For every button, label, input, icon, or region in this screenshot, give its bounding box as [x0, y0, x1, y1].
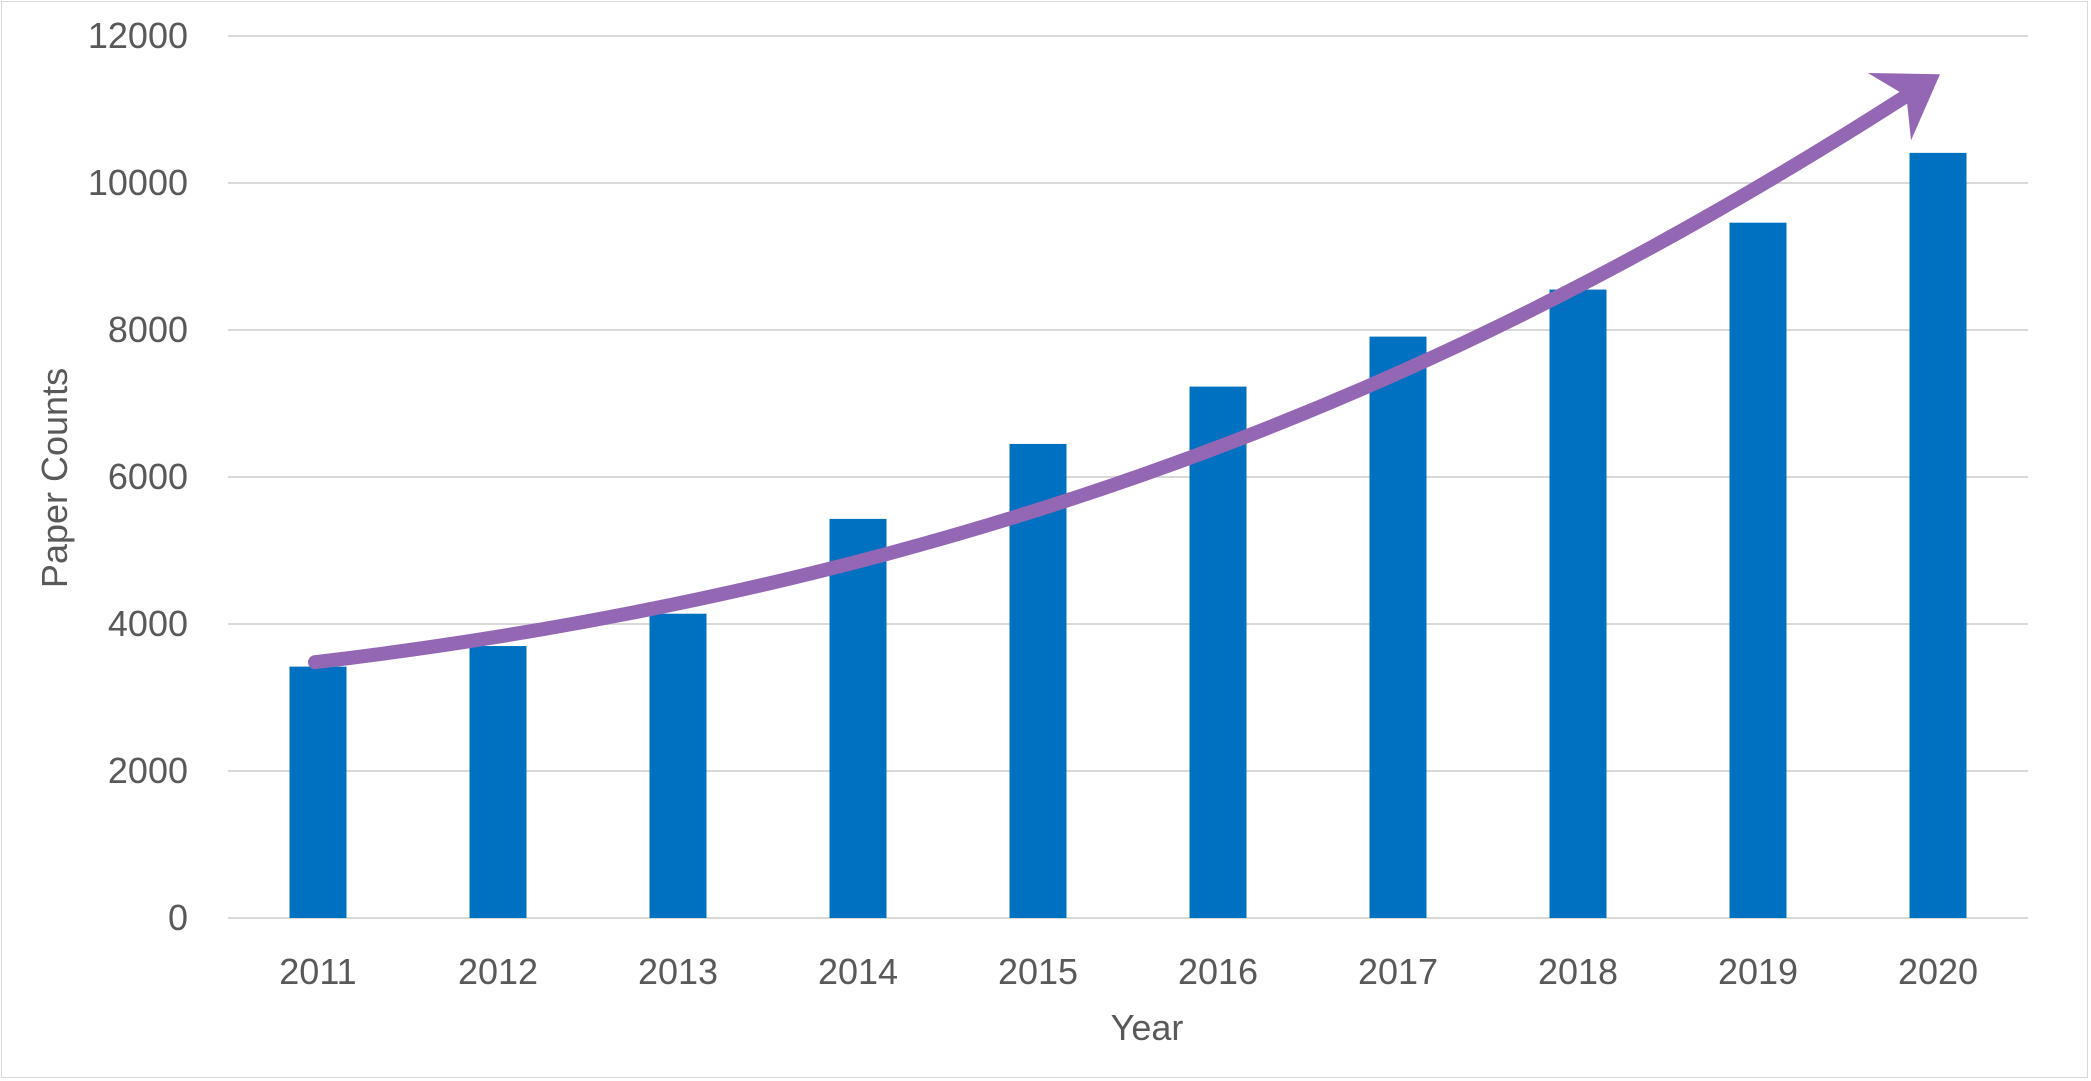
x-tick-label: 2016	[1178, 951, 1258, 992]
x-tick-label: 2015	[998, 951, 1078, 992]
x-tick-label: 2012	[458, 951, 538, 992]
trend-arrow-head	[1867, 73, 1940, 141]
bar-2013	[649, 613, 707, 918]
bar-2017	[1369, 336, 1427, 918]
bars	[289, 152, 1967, 919]
x-tick-label: 2020	[1898, 951, 1978, 992]
trend-arrow-line	[308, 87, 1915, 670]
bar-2011	[289, 666, 347, 918]
y-tick-labels: 0 2000 4000 6000 8000 10000 12000	[88, 15, 188, 938]
y-tick-label: 0	[168, 897, 188, 938]
y-tick-label: 2000	[108, 750, 188, 791]
gridlines	[228, 35, 2028, 919]
bar-2020	[1909, 152, 1967, 919]
y-tick-label: 8000	[108, 309, 188, 350]
x-tick-label: 2014	[818, 951, 898, 992]
bar-2012	[469, 646, 527, 918]
bar-2016	[1189, 386, 1247, 919]
x-tick-label: 2017	[1358, 951, 1438, 992]
bar-2019	[1729, 222, 1787, 918]
bar-2018	[1549, 289, 1607, 918]
x-tick-labels: 2011 2012 2013 2014 2015 2016 2017 2018 2019 2020	[279, 951, 1978, 992]
y-tick-label: 4000	[108, 603, 188, 644]
y-tick-label: 6000	[108, 456, 188, 497]
x-tick-label: 2018	[1538, 951, 1618, 992]
x-tick-label: 2011	[279, 951, 356, 992]
x-tick-label: 2019	[1718, 951, 1798, 992]
y-tick-label: 12000	[88, 15, 188, 56]
x-tick-label: 2013	[638, 951, 718, 992]
x-axis-title: Year	[1111, 1007, 1184, 1048]
bar-2014	[829, 518, 887, 918]
y-axis-title: Paper Counts	[34, 368, 75, 588]
trend-arrow	[308, 73, 1940, 670]
y-tick-label: 10000	[88, 162, 188, 203]
